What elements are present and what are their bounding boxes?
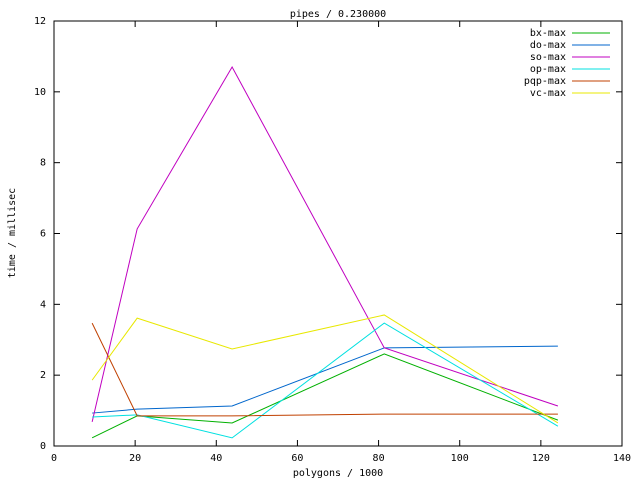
y-tick-label: 0 — [40, 441, 46, 452]
legend-label: so-max — [530, 52, 566, 63]
series-line — [92, 345, 558, 414]
legend-label: vc-max — [530, 88, 566, 99]
chart-title: pipes / 0.230000 — [290, 9, 386, 20]
x-tick-label: 40 — [210, 453, 222, 464]
x-tick-label: 100 — [451, 453, 469, 464]
series-line — [91, 314, 559, 424]
y-tick-label: 6 — [40, 229, 46, 240]
series-line — [91, 66, 559, 423]
series-line — [92, 322, 559, 439]
y-tick-label: 4 — [40, 299, 46, 310]
x-tick-label: 120 — [532, 453, 550, 464]
x-tick-label: 0 — [51, 453, 57, 464]
series-line — [91, 322, 558, 417]
legend-label: op-max — [530, 64, 566, 75]
x-tick-label: 20 — [129, 453, 141, 464]
x-tick-label: 60 — [291, 453, 303, 464]
y-tick-label: 2 — [40, 370, 46, 381]
legend-label: do-max — [530, 40, 566, 51]
series-line — [91, 353, 559, 439]
legend-label: bx-max — [530, 28, 566, 39]
legend-label: pqp-max — [524, 76, 566, 87]
y-tick-label: 8 — [40, 158, 46, 169]
y-tick-label: 12 — [34, 16, 46, 27]
x-tick-label: 80 — [373, 453, 385, 464]
x-axis-label: polygons / 1000 — [293, 468, 383, 479]
x-tick-label: 140 — [613, 453, 631, 464]
y-axis-label: time / millisec — [7, 188, 18, 278]
y-tick-label: 10 — [34, 87, 46, 98]
